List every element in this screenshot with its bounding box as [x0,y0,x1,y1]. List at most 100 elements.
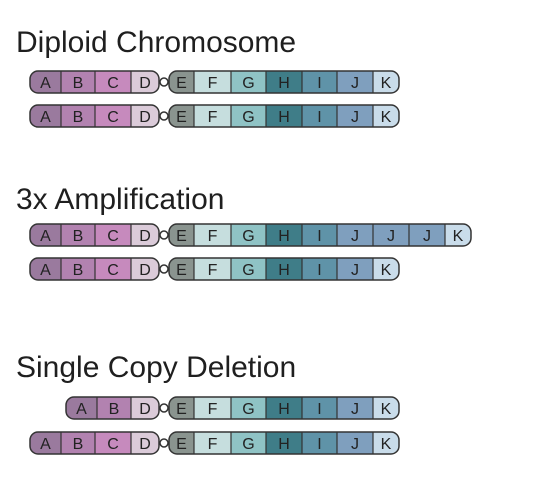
band-i: I [301,71,337,93]
band-label: A [40,436,51,453]
band-j: J [336,432,373,454]
band-d: D [130,432,159,454]
band-e: E [169,105,194,127]
band-label: K [381,109,392,126]
band-label: E [176,75,187,92]
band-label: H [278,436,290,453]
band-label: E [176,228,187,245]
band-label: F [208,262,218,279]
band-d: D [130,224,159,246]
q-arm-outline [168,223,472,247]
band-label: K [381,401,392,418]
q-arm-outline [168,431,400,455]
band-label: C [107,228,119,245]
p-arm-outline [29,257,160,281]
band-j: J [336,71,373,93]
band-label: I [317,109,321,126]
centromere [159,438,169,448]
band-b: B [60,105,95,127]
band-c: C [94,432,131,454]
band-h: H [265,105,302,127]
band-label: J [351,109,359,126]
band-g: G [230,71,266,93]
band-label: B [73,436,84,453]
band-label: I [317,262,321,279]
band-label: G [242,436,254,453]
section-title-amplification: 3x Amplification [16,183,225,216]
band-b: B [60,71,95,93]
band-b: B [60,432,95,454]
band-i: I [301,397,337,419]
band-label: D [139,262,151,279]
band-j: J [336,224,373,246]
band-label: J [351,401,359,418]
band-d: D [130,258,159,280]
band-label: I [317,401,321,418]
band-label: A [40,109,51,126]
centromere [159,111,169,121]
band-a: A [30,71,61,93]
band-k: K [372,258,399,280]
centromere [159,230,169,240]
band-c: C [94,258,131,280]
centromere [159,77,169,87]
band-label: D [139,401,151,418]
band-label: J [387,228,395,245]
band-h: H [265,71,302,93]
band-label: I [317,75,321,92]
band-label: J [423,228,431,245]
band-a: A [66,397,97,419]
p-arm-outline [29,104,160,128]
p-arm-outline [65,396,160,420]
band-label: J [351,262,359,279]
band-label: D [139,109,151,126]
centromere [159,403,169,413]
band-g: G [230,432,266,454]
band-label: K [381,262,392,279]
q-arm-outline [168,70,400,94]
band-label: A [40,262,51,279]
band-label: G [242,228,254,245]
band-label: K [381,436,392,453]
band-g: G [230,397,266,419]
q-arm-outline [168,257,400,281]
band-e: E [169,224,194,246]
band-j: J [336,105,373,127]
band-label: J [351,436,359,453]
band-h: H [265,224,302,246]
band-f: F [193,224,231,246]
band-label: F [208,401,218,418]
band-i: I [301,432,337,454]
chromosome: A B C D E F G H I J K [29,431,400,455]
section-title-diploid: Diploid Chromosome [16,26,297,59]
band-label: E [176,262,187,279]
band-label: F [208,228,218,245]
band-f: F [193,71,231,93]
centromere [159,264,169,274]
band-h: H [265,397,302,419]
band-label: H [278,228,290,245]
band-e: E [169,432,194,454]
band-d: D [130,397,159,419]
p-arm-outline [29,70,160,94]
band-b: B [60,224,95,246]
band-g: G [230,224,266,246]
band-e: E [169,71,194,93]
band-f: F [193,105,231,127]
band-f: F [193,397,231,419]
band-label: H [278,109,290,126]
chromosome: A B C D E F G H I J K [29,104,400,128]
band-e: E [169,397,194,419]
band-c: C [94,71,131,93]
band-label: K [381,75,392,92]
band-label: J [351,228,359,245]
band-label: C [107,75,119,92]
band-label: G [242,262,254,279]
band-label: E [176,436,187,453]
band-i: I [301,105,337,127]
band-label: F [208,109,218,126]
band-b: B [96,397,131,419]
band-label: G [242,109,254,126]
